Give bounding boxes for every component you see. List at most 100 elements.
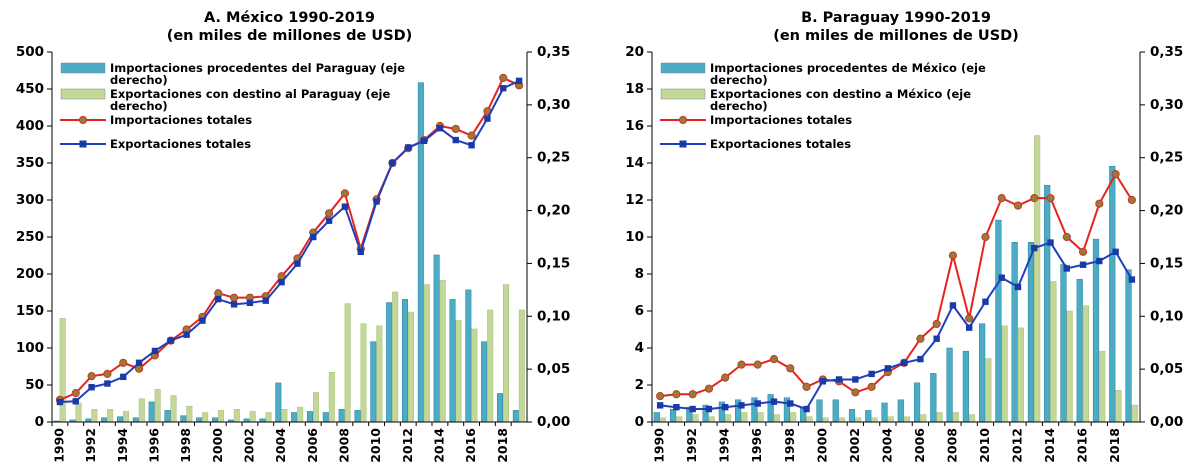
x-tick-label: 2008 (944, 428, 959, 463)
x-tick-label: 2002 (241, 428, 256, 463)
bar (487, 309, 494, 423)
x-tick-label: 2002 (847, 428, 862, 463)
marker (1014, 283, 1022, 291)
marker (867, 382, 876, 391)
legend: Importaciones procedentes de México (eje… (660, 62, 1010, 152)
marker (103, 369, 112, 378)
y2-tick-label: 0,05 (1150, 361, 1183, 377)
bar (59, 318, 66, 423)
marker (499, 73, 508, 83)
chart-title: B. Paraguay 1990-2019 (801, 10, 991, 26)
y-tick-label: 0 (635, 414, 644, 430)
marker (278, 278, 285, 286)
marker (787, 400, 794, 407)
marker (900, 359, 908, 366)
legend-swatch-marker (79, 140, 87, 148)
chart-title: A. México 1990-2019 (204, 10, 375, 26)
bar (968, 414, 976, 423)
marker (151, 347, 159, 355)
x-tick-label: 2018 (1107, 428, 1122, 463)
y2-tick-label: 0,25 (537, 150, 570, 166)
y-tick-label: 14 (625, 155, 644, 171)
bar (439, 280, 446, 423)
marker (468, 142, 475, 149)
y2-tick-label: 0,25 (1150, 150, 1183, 166)
x-tick-label: 2006 (912, 428, 927, 463)
bar (920, 414, 927, 423)
bar (322, 412, 329, 423)
y-tick-label: 450 (16, 81, 44, 97)
marker (722, 404, 729, 411)
marker (835, 376, 843, 383)
legend-swatch-marker (678, 115, 688, 125)
bar (123, 411, 130, 423)
y-tick-label: 350 (16, 155, 44, 171)
bar (512, 410, 519, 423)
marker (737, 360, 746, 369)
bar (936, 412, 943, 423)
marker (965, 314, 974, 323)
bar (376, 325, 383, 423)
bar (1125, 269, 1132, 423)
bar (481, 341, 488, 423)
y2-tick-label: 0,20 (537, 203, 570, 219)
line-series (56, 77, 523, 406)
marker (917, 355, 924, 363)
legend-label: Exportaciones totales (710, 137, 852, 151)
y2-tick-label: 0,10 (1150, 308, 1183, 324)
bar (338, 409, 345, 423)
bar (154, 388, 161, 423)
marker (672, 390, 681, 399)
marker (500, 85, 507, 92)
bar (881, 402, 888, 423)
legend-entry: Exportaciones totales (60, 138, 440, 150)
x-tick-label: 2018 (495, 428, 510, 463)
bar (132, 417, 139, 423)
marker (294, 260, 301, 267)
bar (211, 417, 219, 423)
bar (233, 409, 240, 423)
bar (408, 311, 415, 423)
bar (724, 414, 732, 423)
x-tick-label: 1990 (51, 428, 66, 463)
marker (981, 232, 990, 242)
marker (852, 376, 859, 383)
y-tick-label: 250 (16, 229, 44, 245)
y-tick-label: 4 (635, 340, 644, 356)
legend-entry: Importaciones totales (660, 114, 1010, 126)
bar (708, 416, 715, 423)
legend-label: Importaciones totales (710, 113, 853, 127)
marker (515, 77, 523, 85)
marker (1078, 247, 1088, 256)
x-tick-label: 2016 (1075, 428, 1090, 463)
legend-entry: Exportaciones con destino a México (eje … (660, 88, 1010, 112)
marker (405, 144, 412, 151)
bar (354, 410, 361, 423)
marker (199, 317, 206, 324)
legend-swatch (60, 140, 106, 148)
marker (230, 301, 238, 308)
marker (656, 392, 665, 401)
bar (1099, 350, 1106, 423)
legend-swatch (60, 115, 106, 125)
marker (436, 125, 444, 132)
marker (868, 370, 875, 378)
marker (786, 364, 795, 373)
marker (688, 390, 697, 399)
bar (1082, 305, 1089, 423)
y-tick-label: 20 (625, 44, 644, 60)
marker (948, 251, 958, 260)
legend-swatch-marker (679, 140, 687, 148)
y2-tick-label: 0,35 (537, 44, 570, 60)
marker (357, 248, 364, 255)
bar (202, 412, 209, 423)
bar (265, 412, 272, 423)
x-tick-label: 1996 (749, 428, 764, 463)
bar (465, 289, 472, 423)
bar (1017, 327, 1024, 423)
bar (386, 302, 393, 423)
marker (467, 131, 476, 140)
marker (689, 405, 696, 413)
marker (721, 373, 730, 382)
bar (659, 417, 667, 423)
